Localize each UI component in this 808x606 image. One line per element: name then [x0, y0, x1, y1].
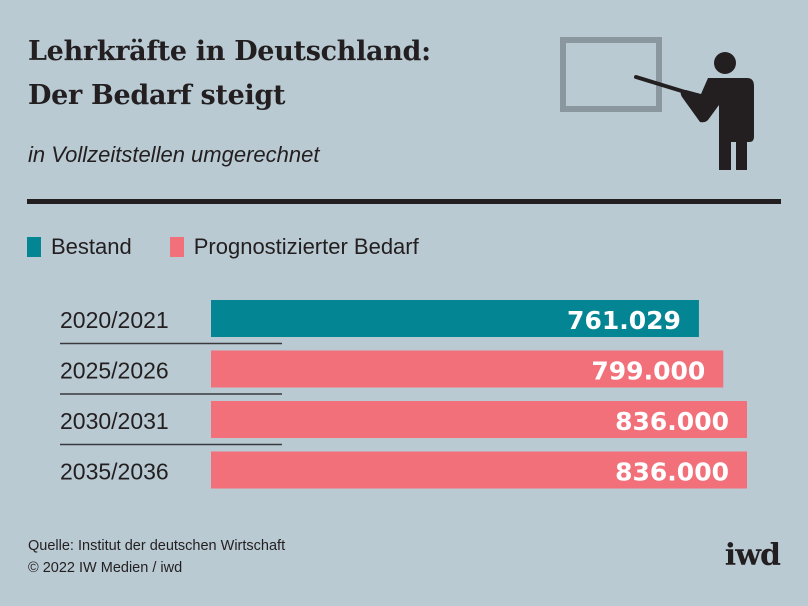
bar-2020-2021	[211, 300, 699, 337]
teacher-at-board-icon	[560, 37, 754, 170]
value-label: 836.000	[615, 458, 729, 487]
legend: Bestand Prognostizierter Bedarf	[27, 234, 457, 260]
board-icon	[560, 37, 662, 112]
person-body	[680, 78, 754, 170]
bar-2030-2031	[211, 401, 747, 438]
category-label: 2030/2031	[60, 408, 169, 434]
category-label: 2035/2036	[60, 459, 169, 485]
legend-swatch-bestand	[27, 237, 41, 257]
iwd-logo: iwd	[724, 538, 781, 573]
legend-label: Prognostizierter Bedarf	[193, 234, 419, 259]
source-note: Quelle: Institut der deutschen Wirtschaf…	[28, 538, 286, 554]
person-head	[714, 52, 736, 74]
legend-item-bestand: Bestand	[27, 234, 132, 260]
legend-label: Bestand	[51, 234, 132, 259]
legend-item-prognose: Prognostizierter Bedarf	[169, 234, 419, 260]
bar-2035-2036	[211, 451, 747, 489]
title-line-2: Der Bedarf steigt	[28, 80, 286, 111]
header-divider	[27, 199, 781, 204]
category-label: 2025/2026	[60, 358, 169, 384]
chart-title: Lehrkräfte in Deutschland: Der Bedarf st…	[28, 30, 431, 118]
value-label: 761.029	[567, 306, 681, 335]
bar-2025-2026	[211, 350, 724, 388]
value-label: 799.000	[591, 357, 705, 386]
category-label: 2020/2021	[60, 307, 169, 333]
chart-subtitle: in Vollzeitstellen umgerechnet	[28, 142, 320, 167]
bar-chart: 2020/2021 761.029 2025/2026 799.000 2030/203…	[60, 300, 747, 489]
title-line-1: Lehrkräfte in Deutschland:	[28, 36, 431, 67]
footer: Quelle: Institut der deutschen Wirtschaf…	[28, 535, 285, 579]
value-label: 836.000	[615, 407, 729, 436]
legend-swatch-prognose	[169, 237, 184, 257]
copyright-note: © 2022 IW Medien / iwd	[28, 560, 183, 576]
pointer-stick	[634, 75, 687, 94]
